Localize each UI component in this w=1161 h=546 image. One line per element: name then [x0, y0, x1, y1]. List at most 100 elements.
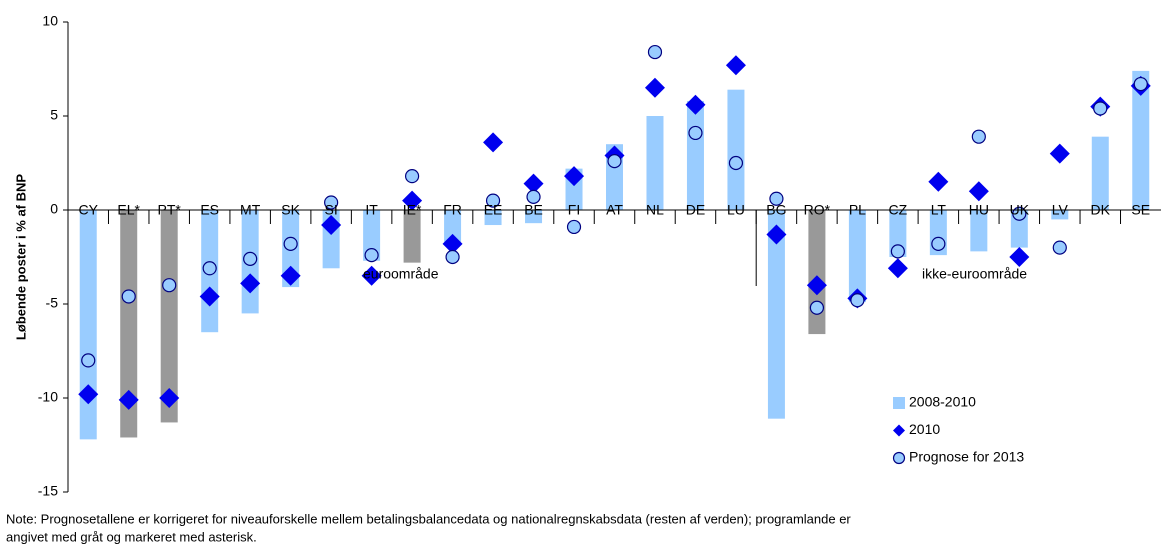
diamond-marker: [523, 173, 544, 194]
legend-swatch: [893, 397, 905, 409]
x-tick-label: CY: [79, 202, 99, 218]
note: angivet med gråt og markeret med asteris…: [6, 529, 257, 544]
diamond-marker: [644, 77, 665, 98]
circle-marker: [971, 129, 986, 144]
circle-marker: [526, 189, 541, 204]
bar: [848, 210, 866, 303]
legend-label: 2010: [909, 421, 940, 437]
x-tick-label: MT: [240, 202, 261, 218]
circle-marker: [202, 261, 217, 276]
circle-marker: [688, 125, 703, 141]
x-tick-label: PL: [849, 202, 866, 218]
y-tick-label: 10: [42, 13, 58, 29]
bar: [686, 100, 704, 210]
x-tick-label: AT: [606, 202, 623, 218]
y-tick-label: -15: [38, 483, 58, 499]
x-tick-label: LU: [727, 202, 745, 218]
diamond-marker: [280, 265, 301, 286]
diamond-marker: [159, 388, 180, 408]
diamond-marker: [199, 286, 220, 307]
x-tick-label: DK: [1091, 202, 1111, 218]
y-tick-label: 5: [50, 107, 58, 123]
x-tick-label: HU: [969, 202, 989, 218]
circle-marker: [364, 248, 379, 263]
circle-marker: [607, 154, 622, 169]
circle-marker: [931, 236, 946, 251]
x-tick-label: LT: [931, 202, 947, 218]
x-tick-label: CZ: [889, 202, 908, 218]
x-tick-label: IE*: [403, 202, 422, 218]
circle-marker: [1012, 206, 1027, 221]
bar: [403, 210, 421, 263]
diamond-marker: [442, 233, 463, 254]
x-tick-label: UK: [1010, 202, 1030, 218]
x-tick-label: BE: [524, 202, 543, 218]
circle-marker: [404, 169, 420, 184]
diamond-marker: [361, 265, 382, 286]
diamond-marker: [483, 132, 504, 153]
diamond-marker: [806, 275, 827, 296]
circle-marker: [485, 193, 501, 208]
circle-marker: [121, 289, 136, 304]
diamond-marker: [240, 273, 261, 294]
bar: [808, 210, 826, 335]
diamond-marker: [685, 94, 706, 115]
diamond-marker: [564, 166, 585, 187]
y-axis-label: Løbende poster i % af BNP: [13, 174, 28, 340]
bar: [444, 210, 462, 242]
bar: [120, 210, 138, 438]
circle-marker: [162, 278, 177, 293]
x-tick-label: NL: [646, 202, 664, 218]
x-tick-label: RO*: [804, 202, 831, 218]
circle-marker: [1052, 240, 1067, 255]
x-tick-label: EE: [484, 202, 503, 218]
circle-marker: [445, 249, 460, 265]
note: Note: Prognosetallene er korrigeret for …: [6, 511, 851, 526]
legend-label: Prognose for 2013: [909, 449, 1024, 465]
diamond-marker: [1009, 247, 1030, 267]
bar: [160, 210, 178, 423]
circle-marker: [850, 293, 865, 308]
circle-marker: [1133, 76, 1148, 92]
x-tick-label: EL*: [117, 202, 140, 218]
circle-marker: [81, 353, 96, 368]
legend-swatch: [892, 451, 906, 465]
circle-marker: [283, 236, 298, 251]
circle-marker: [890, 244, 905, 259]
x-tick-label: FI: [568, 202, 580, 218]
bar: [1091, 136, 1109, 210]
x-tick-label: DE: [686, 202, 705, 218]
circle-marker: [809, 300, 825, 315]
diamond-marker: [766, 224, 787, 245]
bar: [79, 210, 97, 440]
bar: [1132, 70, 1150, 210]
diamond-marker: [1049, 143, 1070, 164]
x-tick-label: PT*: [158, 202, 182, 218]
x-tick-label: SI: [325, 202, 338, 218]
circle-marker: [1093, 101, 1108, 116]
y-tick-label: -5: [46, 295, 59, 311]
diamond-marker: [118, 389, 139, 410]
diamond-marker: [968, 181, 989, 202]
circle-marker: [243, 251, 258, 266]
bar: [646, 116, 664, 210]
bar: [727, 89, 745, 210]
bar: [484, 210, 502, 226]
circle-marker: [728, 155, 744, 171]
bar: [889, 210, 907, 257]
circle-marker: [566, 219, 582, 235]
diamond-marker: [928, 171, 949, 192]
x-tick-label: ES: [200, 202, 219, 218]
bar: [363, 210, 381, 261]
bar: [525, 210, 543, 224]
x-tick-label: SE: [1131, 202, 1150, 218]
diamond-marker: [887, 258, 908, 279]
diamond-marker: [321, 215, 342, 236]
y-tick-label: 0: [50, 201, 58, 217]
x-tick-label: SK: [281, 202, 300, 218]
x-tick-label: FR: [443, 202, 462, 218]
y-tick-label: -10: [38, 389, 58, 405]
circle-marker: [769, 191, 784, 206]
bar: [970, 210, 988, 252]
